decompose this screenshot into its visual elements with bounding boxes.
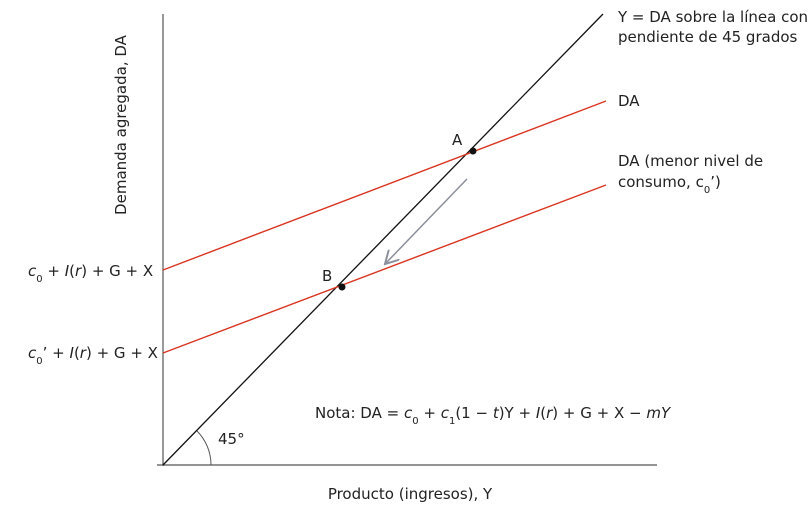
text-part: ) + G + X	[86, 344, 158, 362]
text-part: Nota: DA =	[315, 404, 404, 422]
text-part: r	[75, 262, 82, 280]
text-part: 0	[36, 274, 42, 285]
text-part: Y	[661, 404, 672, 422]
da-line	[162, 100, 607, 271]
text-part: c	[404, 404, 413, 422]
identity-label: Y = DA sobre la línea con	[617, 8, 808, 26]
point-a	[469, 147, 477, 155]
da-label: DA	[618, 92, 640, 110]
text-part: ’)	[710, 173, 721, 191]
da-lower-label: consumo, c0’)	[618, 173, 721, 196]
text-part: ) + G + X	[81, 262, 153, 280]
point-b	[338, 283, 346, 291]
identity-label: pendiente de 45 grados	[618, 28, 798, 46]
text-part: I	[65, 262, 70, 280]
y-axis-title: Demanda agregada, DA	[112, 34, 130, 215]
text-part: ’ +	[43, 344, 70, 362]
text-part: consumo, c	[618, 173, 704, 191]
text-part: c	[28, 344, 37, 362]
intercept-label: c0 + I(r) + G + X	[28, 262, 153, 285]
angle-label: 45°	[218, 430, 245, 448]
point-label: A	[452, 131, 463, 149]
text-part: +	[43, 262, 65, 280]
text-part: +	[419, 404, 441, 422]
text-part: ) + G + X −	[552, 404, 646, 422]
text-part: I	[70, 344, 75, 362]
text-part: r	[546, 404, 553, 422]
shift-arrow	[386, 178, 468, 263]
angle-arc	[196, 430, 212, 466]
text-part: t	[493, 404, 500, 422]
text-part: (	[540, 404, 546, 422]
text-part: 0	[704, 185, 710, 196]
text-part: c	[441, 404, 450, 422]
point-label: B	[322, 267, 332, 285]
text-part: I	[536, 404, 541, 422]
text-part: )Y +	[499, 404, 536, 422]
da-lower-label: DA (menor nivel de	[618, 152, 763, 170]
text-part: (1 −	[455, 404, 493, 422]
text-part: m	[646, 404, 661, 422]
x-axis-title: Producto (ingresos), Y	[328, 485, 493, 503]
da-lower-line	[162, 184, 607, 354]
text-part: (	[74, 344, 80, 362]
identity-line	[162, 13, 604, 466]
text-part: r	[80, 344, 87, 362]
intercept-label: c0’ + I(r) + G + X	[28, 344, 158, 367]
text-part: 1	[449, 416, 455, 427]
text-part: c	[28, 262, 37, 280]
text-part: 0	[412, 416, 418, 427]
note: Nota: DA = c0 + c1(1 − t)Y + I(r) + G + …	[315, 404, 672, 427]
text-part: (	[69, 262, 75, 280]
text-part: 0	[36, 356, 42, 367]
